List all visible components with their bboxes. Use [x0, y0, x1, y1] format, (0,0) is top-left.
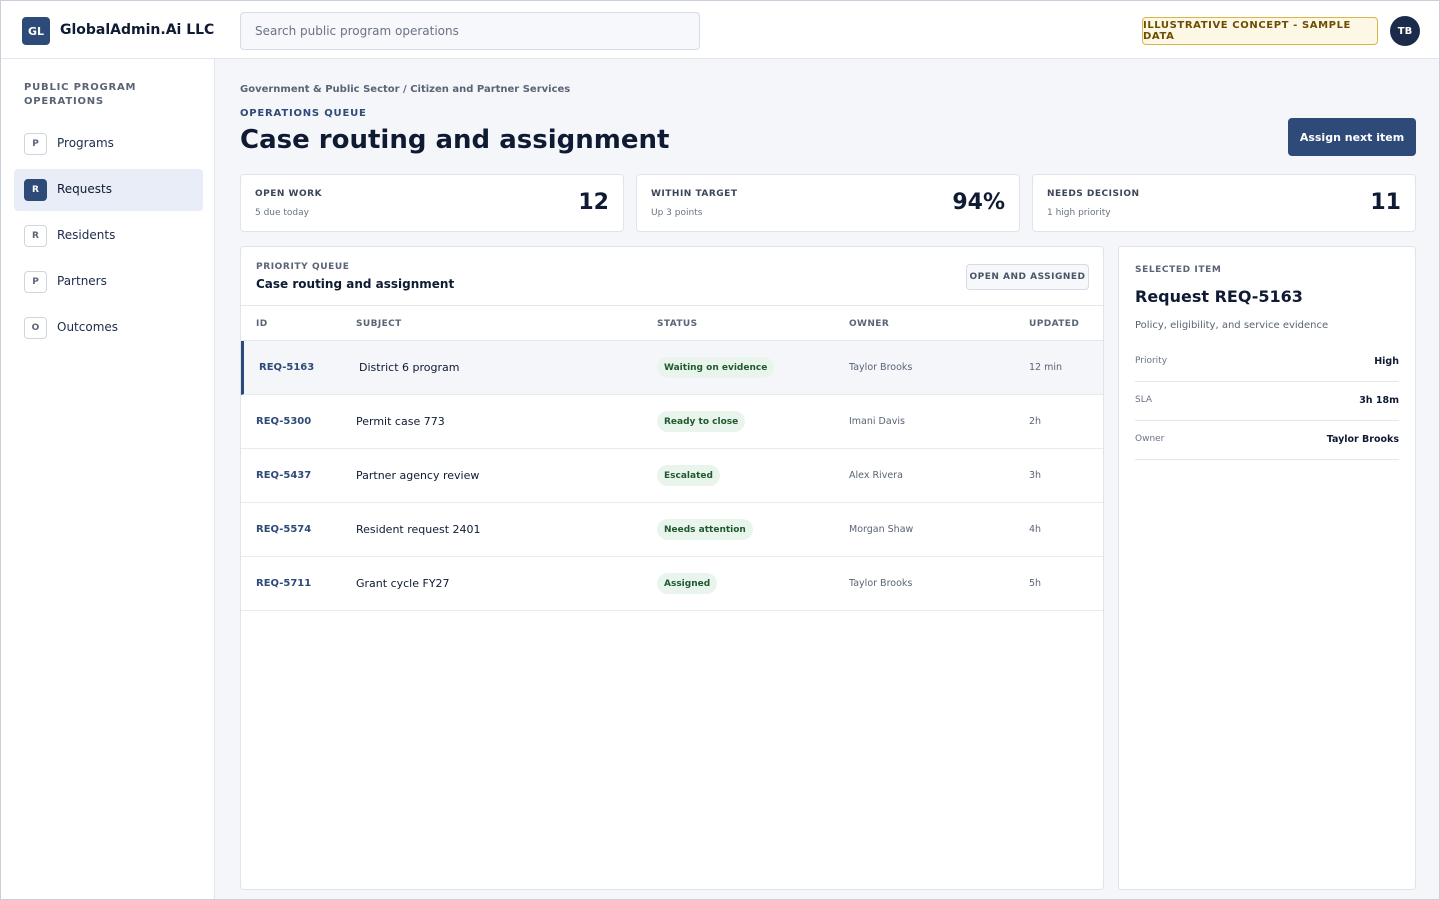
row-updated: 3h — [1029, 470, 1042, 481]
column-header-subject[interactable]: SUBJECT — [356, 319, 402, 329]
detail-field-value: High — [1374, 356, 1399, 367]
status-badge: Escalated — [657, 465, 720, 486]
detail-field-value: Taylor Brooks — [1326, 434, 1399, 445]
sidebar-item-label: Outcomes — [57, 320, 119, 334]
kpi-sub: 1 high priority — [1047, 208, 1111, 218]
column-header-id[interactable]: ID — [256, 319, 268, 329]
row-id: REQ-5574 — [256, 524, 312, 535]
queue-title: Case routing and assignment — [256, 277, 455, 291]
row-updated: 4h — [1029, 524, 1042, 535]
requests-icon: R — [24, 179, 47, 201]
row-owner: Alex Rivera — [849, 470, 903, 481]
table-row[interactable]: REQ-5574 Resident request 2401 Needs att… — [241, 503, 1103, 557]
sidebar-item-partners[interactable]: P Partners — [14, 261, 203, 303]
row-owner: Taylor Brooks — [849, 362, 913, 373]
concept-badge: ILLUSTRATIVE CONCEPT - SAMPLE DATA — [1142, 17, 1378, 45]
row-owner: Morgan Shaw — [849, 524, 914, 535]
table-row[interactable]: REQ-5437 Partner agency review Escalated… — [241, 449, 1103, 503]
section-eyebrow: OPERATIONS QUEUE — [240, 108, 367, 119]
kpi-value: 11 — [1370, 190, 1401, 215]
kpi-sub: 5 due today — [255, 208, 309, 218]
detail-title: Request REQ-5163 — [1135, 287, 1303, 306]
sidebar-item-requests[interactable]: R Requests — [14, 169, 203, 211]
detail-field-sla: SLA 3h 18m — [1135, 382, 1399, 421]
kpi-label: OPEN WORK — [255, 189, 323, 199]
breadcrumb: Government & Public Sector / Citizen and… — [240, 84, 571, 95]
detail-description: Policy, eligibility, and service evidenc… — [1135, 320, 1329, 331]
table-header: ID SUBJECT STATUS OWNER UPDATED — [241, 305, 1103, 341]
detail-field-key: SLA — [1135, 395, 1153, 405]
sidebar-item-label: Partners — [57, 274, 107, 288]
table-row[interactable]: REQ-5711 Grant cycle FY27 Assigned Taylo… — [241, 557, 1103, 611]
row-updated: 5h — [1029, 578, 1042, 589]
top-bar: GL GlobalAdmin.Ai LLC ILLUSTRATIVE CONCE… — [1, 1, 1439, 59]
sidebar-item-label: Programs — [57, 136, 114, 150]
queue-filter-chip[interactable]: OPEN AND ASSIGNED — [966, 264, 1089, 290]
row-id: REQ-5437 — [256, 470, 312, 481]
detail-field-key: Owner — [1135, 434, 1165, 444]
company-name: GlobalAdmin.Ai LLC — [60, 22, 215, 38]
user-avatar[interactable]: TB — [1390, 16, 1420, 46]
assign-next-item-button[interactable]: Assign next item — [1288, 118, 1416, 156]
status-badge: Waiting on evidence — [657, 357, 775, 378]
kpi-value: 12 — [578, 190, 609, 215]
search-input[interactable] — [240, 12, 700, 50]
company-logo[interactable]: GL — [22, 17, 50, 45]
table-row[interactable]: REQ-5300 Permit case 773 Ready to close … — [241, 395, 1103, 449]
detail-eyebrow: SELECTED ITEM — [1135, 265, 1222, 275]
row-updated: 2h — [1029, 416, 1042, 427]
detail-field-value: 3h 18m — [1359, 395, 1399, 406]
sidebar-item-label: Requests — [57, 182, 112, 196]
sidebar-item-residents[interactable]: R Residents — [14, 215, 203, 257]
column-header-updated[interactable]: UPDATED — [1029, 319, 1080, 329]
selected-item-panel: SELECTED ITEM Request REQ-5163 Policy, e… — [1118, 246, 1416, 890]
row-owner: Taylor Brooks — [849, 578, 913, 589]
status-badge: Assigned — [657, 573, 718, 594]
table-row[interactable]: REQ-5163 District 6 program Waiting on e… — [241, 341, 1103, 395]
sidebar-item-label: Residents — [57, 228, 116, 242]
kpi-sub: Up 3 points — [651, 208, 703, 218]
detail-field-key: Priority — [1135, 356, 1168, 366]
row-id: REQ-5163 — [259, 362, 315, 373]
column-header-status[interactable]: STATUS — [657, 319, 698, 329]
kpi-value: 94% — [952, 190, 1005, 215]
row-subject: Partner agency review — [356, 469, 480, 482]
partners-icon: P — [24, 271, 47, 293]
kpi-label: WITHIN TARGET — [651, 189, 738, 199]
programs-icon: P — [24, 133, 47, 155]
detail-field-priority: Priority High — [1135, 343, 1399, 382]
detail-field-owner: Owner Taylor Brooks — [1135, 421, 1399, 460]
sidebar: PUBLIC PROGRAM OPERATIONS P Programs R R… — [1, 59, 215, 899]
sidebar-item-outcomes[interactable]: O Outcomes — [14, 307, 203, 349]
kpi-open-work: OPEN WORK 5 due today 12 — [240, 174, 624, 232]
priority-queue-panel: PRIORITY QUEUE Case routing and assignme… — [240, 246, 1104, 890]
kpi-label: NEEDS DECISION — [1047, 189, 1140, 199]
sidebar-item-programs[interactable]: P Programs — [14, 123, 203, 165]
queue-eyebrow: PRIORITY QUEUE — [256, 262, 350, 272]
row-updated: 12 min — [1029, 362, 1063, 373]
row-subject: District 6 program — [359, 361, 460, 374]
status-badge: Needs attention — [657, 519, 753, 540]
row-id: REQ-5300 — [256, 416, 312, 427]
row-subject: Permit case 773 — [356, 415, 445, 428]
row-subject: Resident request 2401 — [356, 523, 481, 536]
residents-icon: R — [24, 225, 47, 247]
kpi-within-target: WITHIN TARGET Up 3 points 94% — [636, 174, 1020, 232]
status-badge: Ready to close — [657, 411, 746, 432]
sidebar-title: PUBLIC PROGRAM OPERATIONS — [24, 82, 137, 107]
row-owner: Imani Davis — [849, 416, 905, 427]
row-id: REQ-5711 — [256, 578, 312, 589]
kpi-needs-decision: NEEDS DECISION 1 high priority 11 — [1032, 174, 1416, 232]
page-title: Case routing and assignment — [240, 125, 670, 155]
outcomes-icon: O — [24, 317, 47, 339]
column-header-owner[interactable]: OWNER — [849, 319, 890, 329]
row-subject: Grant cycle FY27 — [356, 577, 450, 590]
